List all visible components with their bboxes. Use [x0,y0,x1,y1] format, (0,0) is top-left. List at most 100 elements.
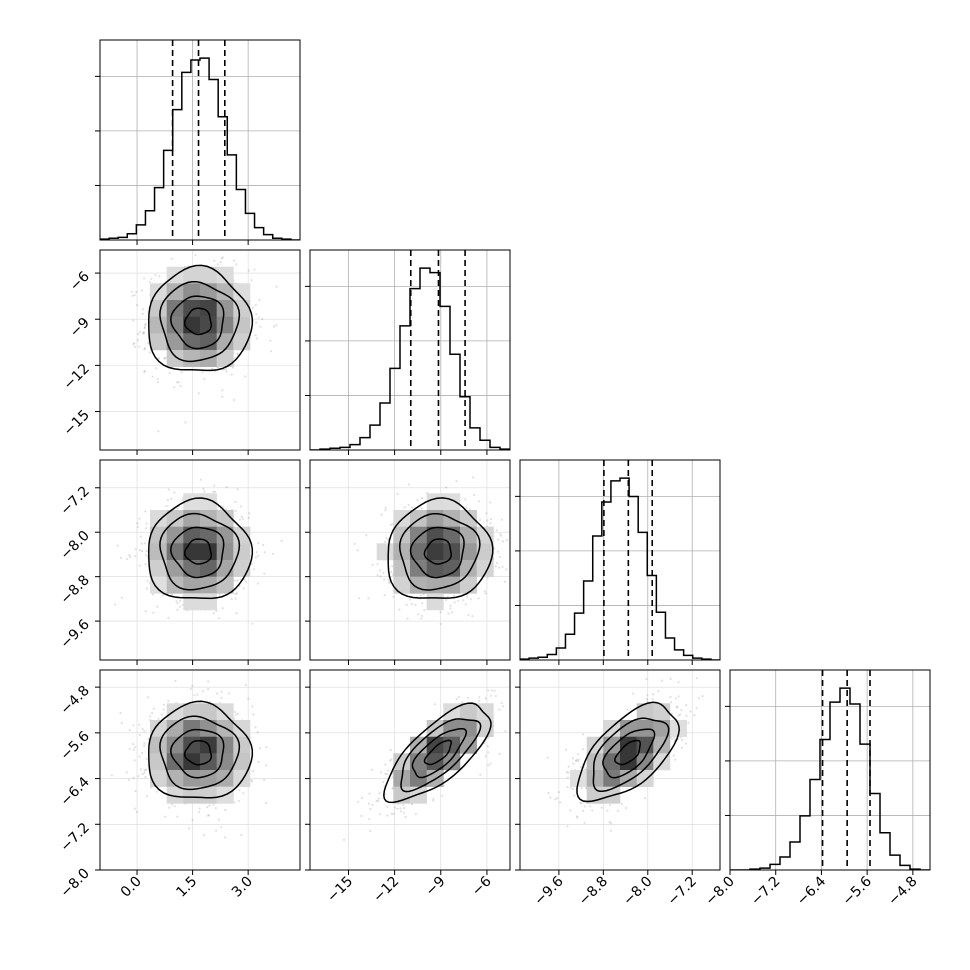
contour-line [383,702,492,804]
density-cell [233,333,251,351]
scatter-point [515,692,517,694]
scatter-point [391,565,394,568]
density-cell [620,736,637,754]
scatter-point [669,695,672,699]
scatter-point [140,768,143,771]
scatter-point [411,506,414,509]
density-cell [460,703,477,721]
scatter-point [173,491,176,494]
scatter-point [262,543,265,547]
scatter-point [220,697,223,700]
scatter-point [487,736,490,739]
scatter-point [132,748,135,751]
density-cell [410,770,427,787]
x-tick-label: −4.8 [885,874,920,909]
scatter-point [571,788,575,791]
scatter-point [581,733,585,736]
scatter-point [261,317,264,321]
scatter-point [675,706,678,709]
x-tick-label: −7.2 [665,874,700,909]
scatter-point [384,506,387,509]
scatter-point [494,694,497,698]
density-cell [166,333,184,351]
density-cell [443,753,461,771]
density-cell [426,510,444,527]
scatter-point [396,492,399,496]
scatter-point [138,549,141,552]
scatter-point [143,327,146,330]
x-tick-label: −9.6 [531,873,566,908]
scatter-point [689,710,692,713]
scatter-point [156,381,160,384]
scatter-point [457,599,460,602]
scatter-point [176,381,179,384]
scatter-point [133,759,136,762]
scatter-point [489,501,492,504]
contour-line [159,715,241,791]
scatter-point [419,594,422,597]
scatter-point [479,773,482,776]
scatter-point [626,708,629,711]
scatter-point [471,615,474,618]
density-cell [150,300,167,317]
scatter-point [248,512,251,515]
scatter-point [410,803,413,806]
scatter-point [148,351,151,354]
scatter-point [138,330,141,333]
density-cell [636,703,654,721]
scatter-point [149,715,152,718]
scatter-point [221,389,224,392]
scatter-point [175,600,178,603]
scatter-point [404,815,407,819]
scatter-point [125,771,128,774]
scatter-point [212,803,215,806]
density-cell [200,316,217,334]
scatter-point [546,756,549,759]
scatter-point [439,611,442,614]
scatter-point [189,687,192,691]
scatter-point [468,508,471,511]
y-tick-label: −9 [67,315,93,341]
density-cell [233,283,251,301]
density-cell [183,770,201,787]
scatter-point [497,550,500,553]
scatter-point [151,375,154,378]
scatter-point [220,257,223,260]
scatter-point [376,574,379,577]
scatter-point [156,605,159,608]
scatter-point [501,540,504,543]
scatter-point [356,800,360,803]
scatter-point [494,565,497,568]
density-cell [200,510,217,527]
scatter-point [228,692,231,695]
scatter-point [670,701,673,704]
scatter-point [234,592,237,596]
scatter-point [523,690,525,692]
density-cell [410,543,427,561]
scatter-point [143,744,146,747]
scatter-point [382,781,385,784]
scatter-point [391,523,394,526]
scatter-point [222,505,225,508]
scatter-point [234,500,237,504]
scatter-point [484,755,487,758]
scatter-point [368,818,371,821]
scatter-point [390,570,393,574]
scatter-point [133,345,137,348]
scatter-point [606,809,609,812]
scatter-point [170,803,173,806]
scatter-point [556,797,559,800]
scatter-point [211,367,214,370]
scatter-point [146,579,149,582]
density-cell [166,770,184,787]
density-cell [636,720,654,737]
y-tick-label: −7.2 [57,820,92,855]
scatter-point [378,569,381,572]
density-cell [443,720,461,737]
scatter-point [255,321,258,324]
scatter-point [165,504,168,508]
scatter-point [236,488,239,491]
contour-line [170,526,225,579]
scatter-point [498,752,501,756]
density-cell [393,576,411,594]
